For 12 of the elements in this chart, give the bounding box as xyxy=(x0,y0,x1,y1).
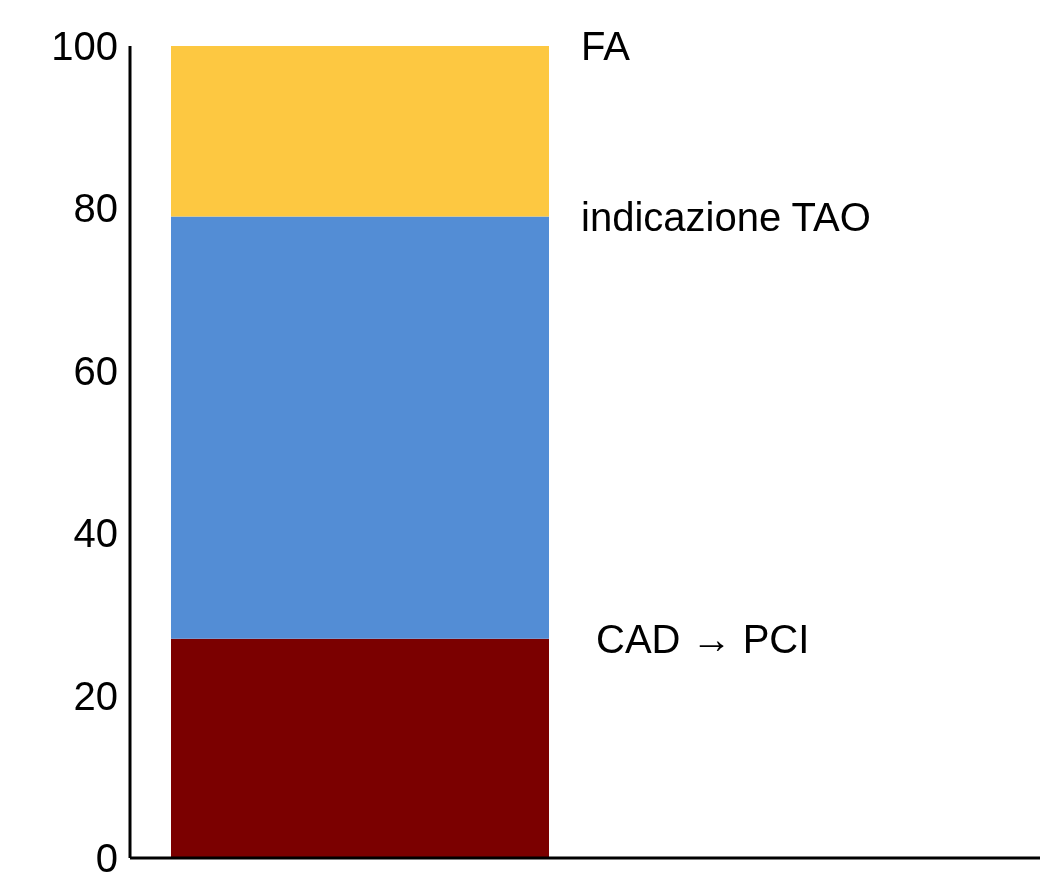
y-tick-label: 100 xyxy=(51,24,118,68)
y-tick-label: 80 xyxy=(73,186,118,231)
series-label: CAD → PCI xyxy=(596,616,810,661)
bar xyxy=(171,216,549,639)
series-label: FA xyxy=(581,24,631,68)
y-tick-label: 0 xyxy=(95,836,118,880)
bar xyxy=(171,46,549,217)
bar xyxy=(171,638,549,858)
series-label: indicazione TAO xyxy=(581,194,871,239)
y-tick-label: 40 xyxy=(73,511,118,556)
y-tick-label: 60 xyxy=(73,348,118,393)
y-tick-label: 20 xyxy=(73,673,118,718)
